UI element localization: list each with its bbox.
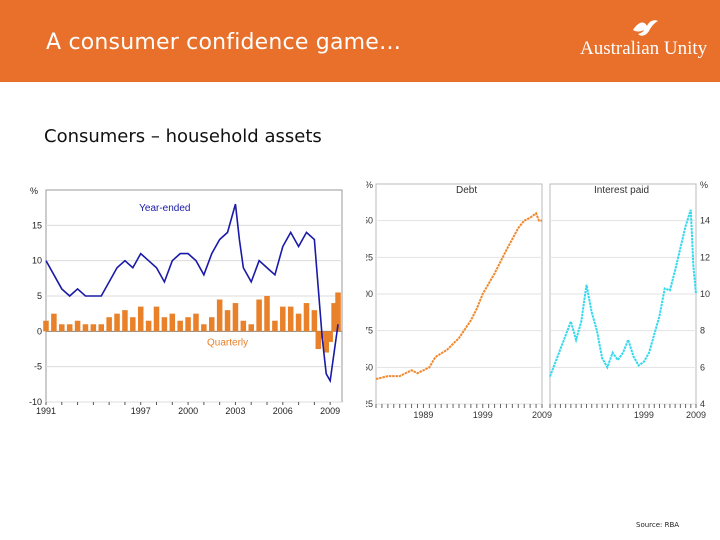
y-tick-label: 5	[37, 291, 42, 301]
quarterly-bar	[74, 320, 81, 332]
x-tick-label: 1989	[413, 410, 433, 420]
x-tick-label: 1997	[131, 406, 151, 416]
quarterly-bar	[51, 313, 57, 332]
interest-paid-line	[549, 209, 697, 377]
x-tick-label: 1999	[634, 410, 654, 420]
quarterly-bar	[114, 313, 120, 332]
quarterly-bar	[122, 310, 128, 332]
quarterly-bar	[323, 331, 329, 353]
bird-logo-icon	[633, 20, 658, 36]
y-tick-label: 14	[700, 216, 710, 226]
x-tick-label: 2009	[320, 406, 340, 416]
y-tick-label: 10	[32, 256, 42, 266]
y-tick-label: 125	[366, 252, 373, 262]
quarterly-bar	[177, 320, 183, 332]
slide-subtitle: Consumers – household assets	[44, 126, 322, 147]
quarterly-bar	[185, 317, 191, 332]
quarterly-bar	[232, 303, 239, 332]
quarterly-bar	[153, 306, 160, 332]
x-tick-label: 2003	[225, 406, 245, 416]
page-title: A consumer confidence game…	[46, 30, 402, 55]
quarterly-bar	[43, 320, 49, 332]
household-assets-chart: % -10 -5 0 5 10 15 1991 1997 2000 2003 2006 2009 Year…	[29, 186, 343, 416]
y-axis-unit-label: %	[366, 180, 373, 190]
quarterly-bar	[201, 324, 207, 332]
y-tick-label: 0	[37, 326, 42, 336]
y-tick-label: 4	[700, 399, 705, 409]
x-tick-label: 2009	[686, 410, 706, 420]
quarterly-bar	[224, 310, 231, 332]
year-ended-line	[45, 203, 339, 384]
header-banner: A consumer confidence game… Australian U…	[0, 0, 720, 82]
quarterly-bar	[248, 324, 254, 332]
source-note: Source: RBA	[636, 521, 680, 529]
quarterly-bar	[161, 317, 168, 332]
quarterly-bar	[264, 296, 270, 332]
y-tick-label: 150	[366, 216, 373, 226]
y-tick-label: 8	[700, 326, 705, 336]
x-tick-label: 2006	[273, 406, 293, 416]
quarterly-bar	[256, 299, 262, 332]
y-tick-label: 25	[366, 399, 373, 409]
quarterly-bar	[137, 306, 144, 332]
quarterly-bar	[90, 324, 97, 332]
series-label-year-ended: Year-ended	[139, 203, 190, 214]
quarterly-bar	[315, 331, 322, 349]
quarterly-bar	[59, 324, 65, 332]
quarterly-bar	[272, 320, 278, 332]
quarterly-bar	[208, 317, 215, 332]
quarterly-bar	[145, 320, 152, 332]
quarterly-bar	[295, 313, 302, 332]
quarterly-bar	[240, 320, 247, 332]
series-label-quarterly: Quarterly	[207, 337, 248, 348]
x-tick-label: 2000	[178, 406, 198, 416]
y-tick-label: 6	[700, 362, 705, 372]
logo-text: Australian Unity	[580, 38, 708, 59]
y-tick-label: 12	[700, 252, 710, 262]
quarterly-bar	[280, 306, 286, 332]
debt-interest-chart: 25 50 75 100 125 150% 1989 1999 2009 Debt 4 6 8 10 12 1…	[366, 180, 710, 420]
quarterly-bar	[303, 303, 310, 332]
quarterly-bar	[66, 324, 73, 332]
quarterly-bar	[216, 299, 223, 332]
interest-paid-panel-title: Interest paid	[594, 185, 649, 196]
y-tick-label: 50	[366, 362, 373, 372]
y-axis-unit-label: %	[30, 186, 38, 196]
y-tick-label: 15	[32, 220, 42, 230]
australian-unity-logo: Australian Unity	[578, 18, 712, 68]
quarterly-bar	[130, 317, 136, 332]
y-tick-label: 75	[366, 326, 373, 336]
debt-line	[375, 211, 542, 381]
quarterly-bar	[193, 313, 199, 332]
y-axis-unit-label: %	[700, 180, 708, 190]
x-tick-label: 1991	[36, 406, 56, 416]
quarterly-bar	[82, 324, 89, 332]
y-tick-label: -10	[29, 397, 42, 407]
quarterly-bar	[98, 324, 105, 332]
quarterly-bar	[106, 317, 112, 332]
quarterly-bar	[335, 292, 341, 332]
quarterly-bar	[311, 310, 318, 332]
x-tick-label: 1999	[473, 410, 493, 420]
y-tick-label: 100	[366, 289, 373, 299]
quarterly-bar	[331, 303, 337, 332]
x-tick-label: 2009	[532, 410, 552, 420]
y-tick-label: -5	[34, 362, 42, 372]
debt-panel-title: Debt	[456, 185, 477, 196]
quarterly-bar	[169, 313, 176, 332]
y-tick-label: 10	[700, 289, 710, 299]
quarterly-bar	[287, 306, 294, 332]
quarterly-bar	[327, 331, 333, 342]
